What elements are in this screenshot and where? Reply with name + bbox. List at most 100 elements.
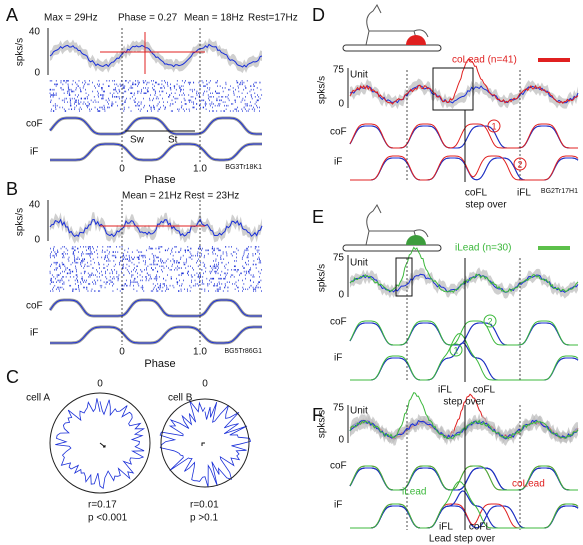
row-label: coF	[330, 127, 347, 138]
limb-trace	[50, 326, 262, 344]
row-label: coF	[330, 461, 347, 472]
annotation: St	[168, 135, 178, 146]
rest-line	[100, 32, 205, 74]
cell-id: BG3Tr18K1	[225, 164, 262, 171]
annotation: Sw	[130, 135, 145, 146]
row-label: iF	[30, 328, 38, 339]
stat: Rest=17Hz	[248, 13, 298, 24]
row-label: iF	[334, 353, 342, 364]
psth-line	[49, 43, 263, 68]
y-label: spks/s	[317, 264, 328, 292]
limb-trace	[50, 143, 262, 161]
event-label: coFL	[465, 188, 488, 199]
cell-id: BG2Tr17H1	[541, 188, 578, 195]
row-label: coF	[26, 301, 43, 312]
y-tick-label: 0	[338, 99, 344, 110]
y-tick-label: 0	[338, 435, 344, 446]
psth-line	[349, 84, 579, 104]
y-tick-label: 75	[333, 403, 345, 414]
legend-swatch	[538, 58, 570, 62]
psth-line	[349, 273, 579, 293]
sem-band	[50, 38, 262, 74]
zoom-box	[432, 67, 474, 111]
panel-letter: B	[6, 179, 18, 199]
marker-circle	[513, 157, 527, 171]
event-label: coFL	[469, 522, 492, 533]
marker: 2	[487, 316, 492, 326]
stat-r: r=0.01	[190, 500, 219, 511]
condition-label: coLead	[512, 479, 545, 490]
panel-letter: A	[6, 5, 18, 25]
panel-letter: C	[6, 367, 19, 387]
walkway	[342, 44, 442, 52]
vector	[99, 442, 106, 448]
limb-trace	[350, 503, 579, 529]
x-tick-label: 0	[119, 347, 125, 358]
polar-zero: 0	[202, 379, 208, 390]
marker: 2	[517, 159, 522, 169]
unit-label: Unit	[350, 258, 368, 269]
event-label: step over	[443, 397, 485, 408]
stat: Phase = 0.27	[118, 13, 178, 24]
unit-label: Unit	[350, 406, 368, 417]
marker-circle	[449, 343, 463, 357]
x-tick-label: 1.0	[193, 347, 207, 358]
stat-p: p <0.001	[88, 513, 128, 524]
panel-letter: D	[312, 5, 325, 25]
cell-name: cell A	[26, 393, 50, 404]
stat: Rest = 23Hz	[184, 191, 239, 202]
polar-trace	[159, 400, 252, 488]
stat-p: p >0.1	[190, 513, 219, 524]
polar-trace	[55, 398, 146, 489]
vector	[201, 442, 205, 446]
stat-r: r=0.17	[88, 500, 117, 511]
y-tick-label: 0	[34, 68, 40, 79]
marker-circle	[483, 314, 497, 328]
row-label: coF	[26, 119, 43, 130]
marker-circle	[487, 119, 501, 133]
x-label: Phase	[144, 358, 175, 370]
row-label: iF	[334, 157, 342, 168]
marker: 1	[491, 121, 496, 131]
event-label: iFL	[438, 385, 452, 396]
limb-trace	[350, 155, 579, 181]
row-label: iF	[30, 147, 38, 158]
limb-trace	[50, 325, 262, 345]
y-tick-label: 40	[29, 27, 41, 38]
stat: Mean = 21Hz	[122, 191, 182, 202]
x-tick-label: 1.0	[193, 164, 207, 175]
stat: Max = 29Hz	[44, 13, 98, 24]
y-label: spks/s	[15, 38, 26, 66]
event-label: step over	[465, 200, 507, 211]
panel-letter: E	[312, 207, 324, 227]
limb-trace	[350, 481, 579, 529]
obstacle	[406, 35, 426, 45]
lead-psth	[349, 246, 579, 294]
y-tick-label: 0	[34, 235, 40, 246]
legend-swatch	[538, 246, 570, 250]
y-tick-label: 0	[338, 290, 344, 301]
y-tick-label: 75	[333, 65, 345, 76]
polar-circle	[49, 392, 151, 494]
panel-letter: F	[312, 405, 323, 425]
limb-trace	[49, 117, 262, 135]
obstacle	[406, 235, 426, 245]
condition-label: iLead	[402, 487, 426, 498]
sem-band	[350, 78, 578, 110]
sem-band	[50, 212, 262, 244]
event-label: Lead step over	[429, 534, 496, 545]
marker: 1	[453, 345, 458, 355]
y-label: spks/s	[317, 76, 328, 104]
limb-trace	[349, 465, 578, 491]
psth-line	[49, 218, 263, 238]
legend: coLead (n=41)	[452, 55, 517, 66]
stat: Mean = 18Hz	[184, 13, 244, 24]
zoom-box	[395, 257, 413, 297]
cell-name: cell B	[168, 393, 193, 404]
row-label: iF	[334, 500, 342, 511]
event-label: iFL	[517, 188, 531, 199]
cell-id: BG5Tr86G1	[225, 348, 263, 355]
walkway	[342, 244, 442, 252]
event-label: coFL	[473, 385, 496, 396]
polar-zero: 0	[97, 379, 103, 390]
